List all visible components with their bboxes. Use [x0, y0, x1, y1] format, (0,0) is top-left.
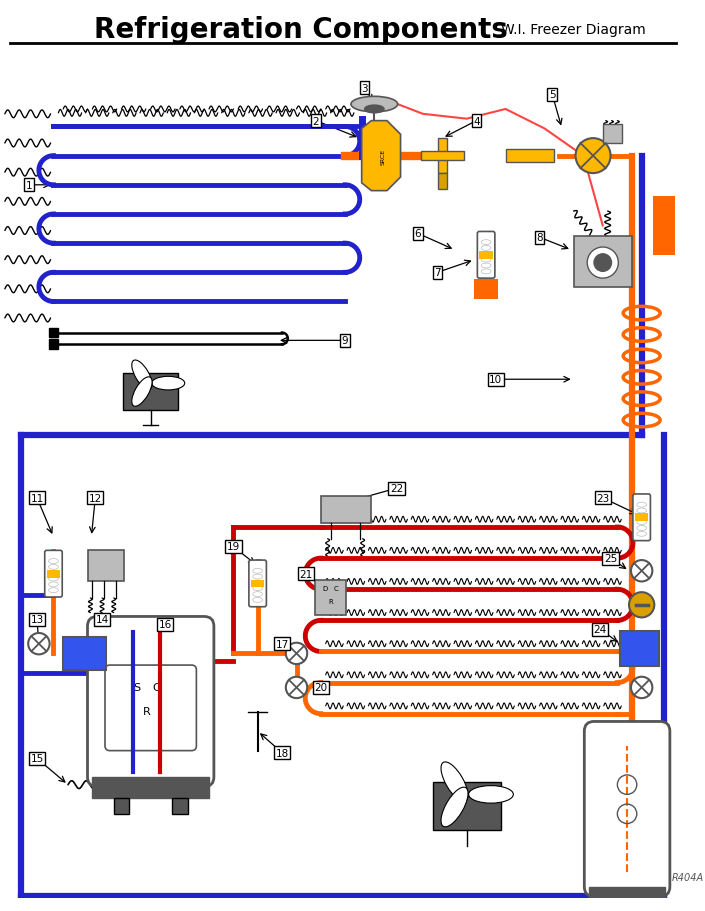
Bar [505, 149, 554, 163]
Bar [603, 125, 623, 144]
Text: 15: 15 [30, 753, 44, 763]
Bar [63, 637, 106, 670]
Bar [438, 139, 447, 174]
Text: 23: 23 [596, 493, 609, 503]
Bar [251, 580, 264, 588]
Text: 6: 6 [415, 230, 422, 240]
FancyBboxPatch shape [87, 617, 214, 787]
Circle shape [286, 643, 307, 664]
Ellipse shape [441, 787, 468, 827]
FancyBboxPatch shape [477, 232, 495, 279]
Bar [47, 570, 61, 578]
Bar [87, 551, 125, 582]
Bar [574, 237, 632, 288]
Bar [421, 151, 464, 161]
Ellipse shape [469, 786, 513, 804]
Bar [620, 631, 659, 666]
Circle shape [631, 560, 652, 582]
Text: R404A: R404A [672, 872, 704, 882]
Bar [438, 174, 447, 189]
Text: 7: 7 [434, 268, 441, 278]
Circle shape [286, 677, 307, 699]
Ellipse shape [132, 377, 152, 407]
FancyBboxPatch shape [633, 495, 651, 541]
Circle shape [587, 248, 618, 279]
Text: 3: 3 [361, 84, 368, 94]
Text: 10: 10 [489, 374, 503, 384]
Bar [92, 777, 209, 798]
Text: 22: 22 [390, 484, 403, 494]
Circle shape [631, 677, 652, 699]
FancyBboxPatch shape [44, 551, 62, 598]
FancyBboxPatch shape [584, 722, 670, 896]
Text: R: R [143, 706, 151, 716]
Text: 8: 8 [537, 233, 543, 243]
Text: 11: 11 [30, 493, 44, 503]
Bar [433, 782, 501, 831]
Bar [589, 886, 665, 902]
Text: 1: 1 [26, 180, 32, 190]
Ellipse shape [364, 106, 384, 114]
Circle shape [629, 592, 654, 618]
Text: 5: 5 [549, 90, 556, 100]
Bar [635, 514, 649, 522]
Text: D: D [322, 586, 327, 591]
Bar [114, 798, 129, 814]
Circle shape [575, 139, 611, 174]
Text: SRCE: SRCE [381, 148, 386, 165]
Text: 2: 2 [312, 117, 319, 127]
Bar [172, 798, 188, 814]
Ellipse shape [441, 763, 468, 802]
Text: 12: 12 [89, 493, 102, 503]
Text: W.I. Freezer Diagram: W.I. Freezer Diagram [501, 23, 646, 37]
Text: 4: 4 [473, 117, 479, 127]
Bar [654, 198, 675, 255]
Text: 25: 25 [604, 554, 617, 564]
Text: 19: 19 [227, 542, 240, 552]
Text: 16: 16 [159, 619, 172, 630]
Polygon shape [362, 121, 400, 191]
Circle shape [594, 254, 611, 272]
Text: 24: 24 [593, 624, 606, 634]
Bar [321, 496, 372, 524]
Text: R: R [329, 599, 333, 604]
Text: 9: 9 [342, 336, 348, 346]
Text: 13: 13 [30, 615, 44, 625]
Text: C: C [334, 586, 339, 591]
Bar [479, 251, 493, 260]
Bar [49, 328, 59, 338]
Text: 17: 17 [276, 639, 288, 649]
FancyBboxPatch shape [249, 560, 266, 607]
Ellipse shape [351, 97, 398, 113]
Bar [123, 374, 178, 411]
Circle shape [28, 633, 49, 655]
Text: 20: 20 [314, 682, 327, 692]
Text: 18: 18 [276, 748, 288, 758]
Ellipse shape [132, 361, 152, 390]
Bar [315, 580, 346, 615]
Ellipse shape [152, 377, 185, 391]
Text: 14: 14 [95, 615, 109, 625]
Bar [49, 340, 59, 350]
Text: Refrigeration Components: Refrigeration Components [94, 16, 508, 45]
Text: S: S [133, 682, 140, 692]
Text: 21: 21 [300, 569, 313, 579]
Bar [474, 280, 498, 299]
Text: C: C [153, 682, 161, 692]
